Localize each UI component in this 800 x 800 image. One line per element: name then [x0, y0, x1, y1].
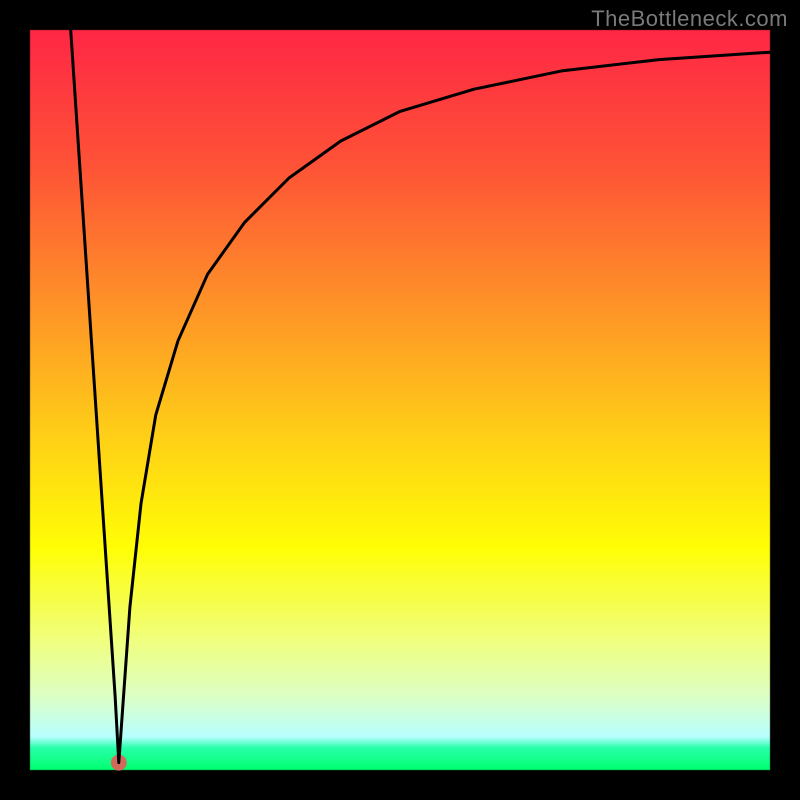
- bottleneck-curve: [71, 30, 770, 763]
- bottleneck-chart: TheBottleneck.com: [0, 0, 800, 800]
- watermark-text: TheBottleneck.com: [591, 6, 788, 32]
- curve-overlay: [0, 0, 800, 800]
